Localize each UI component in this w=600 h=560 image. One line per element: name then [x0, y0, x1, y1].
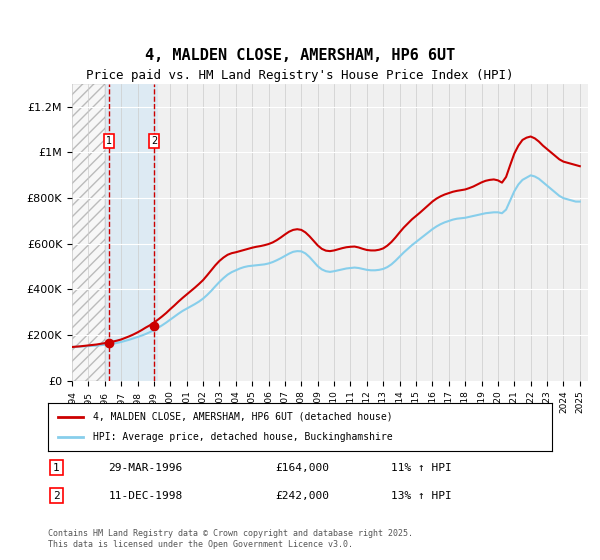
Text: 2: 2	[151, 136, 157, 146]
Bar	[72, 84, 105, 381]
Text: Contains HM Land Registry data © Crown copyright and database right 2025.
This d: Contains HM Land Registry data © Crown c…	[48, 529, 413, 549]
Text: HPI: Average price, detached house, Buckinghamshire: HPI: Average price, detached house, Buck…	[94, 432, 393, 442]
Text: 4, MALDEN CLOSE, AMERSHAM, HP6 6UT: 4, MALDEN CLOSE, AMERSHAM, HP6 6UT	[145, 49, 455, 63]
Text: 11% ↑ HPI: 11% ↑ HPI	[391, 463, 451, 473]
Text: 29-MAR-1996: 29-MAR-1996	[109, 463, 183, 473]
Text: 1: 1	[106, 136, 112, 146]
Text: 1: 1	[53, 463, 60, 473]
Text: Price paid vs. HM Land Registry's House Price Index (HPI): Price paid vs. HM Land Registry's House …	[86, 69, 514, 82]
Text: 11-DEC-1998: 11-DEC-1998	[109, 491, 183, 501]
Text: £242,000: £242,000	[275, 491, 329, 501]
Text: 4, MALDEN CLOSE, AMERSHAM, HP6 6UT (detached house): 4, MALDEN CLOSE, AMERSHAM, HP6 6UT (deta…	[94, 412, 393, 422]
Text: £164,000: £164,000	[275, 463, 329, 473]
Text: 13% ↑ HPI: 13% ↑ HPI	[391, 491, 451, 501]
Text: 2: 2	[53, 491, 60, 501]
Bar	[105, 84, 158, 381]
